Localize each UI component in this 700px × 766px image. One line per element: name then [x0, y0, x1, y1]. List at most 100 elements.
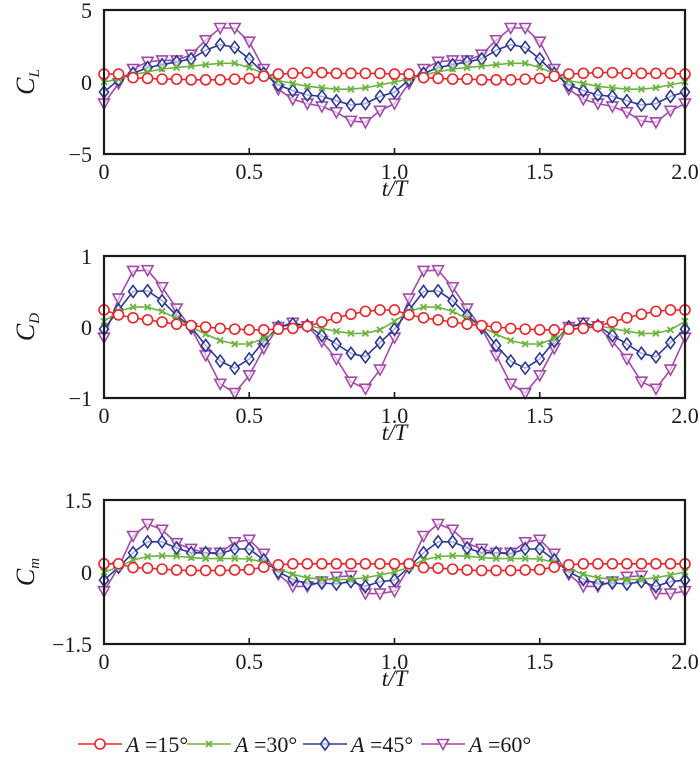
circle-marker — [635, 308, 648, 321]
x-tick-label: 0 — [99, 649, 110, 674]
x-marker — [390, 78, 399, 86]
x-marker — [231, 59, 239, 67]
circle-marker — [359, 305, 372, 318]
y-tick-label: −1 — [69, 386, 92, 411]
x-marker — [143, 553, 152, 561]
x-marker — [347, 575, 355, 583]
circle-marker — [301, 66, 314, 79]
x-marker — [158, 65, 166, 73]
y-tick-label: 0 — [81, 315, 92, 340]
triangle-marker — [198, 34, 213, 48]
circle-marker — [156, 563, 168, 575]
x-marker — [376, 326, 384, 334]
x-marker — [623, 576, 631, 584]
diamond-marker — [505, 37, 517, 52]
diamond-marker — [214, 353, 226, 369]
triangle-marker — [155, 281, 169, 295]
x-marker — [202, 61, 210, 69]
triangle-marker — [518, 387, 533, 401]
circle-marker — [359, 558, 372, 570]
x-tick-label: 1.5 — [526, 649, 554, 674]
y-axis-label: Cm — [11, 558, 43, 586]
circle-marker — [461, 564, 473, 576]
circle-marker — [316, 316, 328, 328]
diamond-marker — [635, 97, 647, 113]
diamond-marker — [650, 349, 662, 365]
legend-item: A =15° — [78, 732, 188, 757]
diamond-marker — [534, 51, 546, 67]
x-marker — [579, 79, 587, 88]
circle-marker — [490, 321, 502, 333]
diamond-marker — [243, 541, 255, 557]
diamond-marker — [171, 540, 183, 556]
diamond-marker — [606, 328, 618, 343]
circle-marker — [272, 323, 285, 335]
x-tick-label: 1.0 — [381, 159, 409, 184]
circle-marker — [388, 68, 401, 80]
x-marker — [376, 571, 384, 579]
triangle-marker — [242, 369, 257, 383]
diamond-marker — [316, 89, 328, 104]
triangle-marker — [634, 376, 649, 389]
circle-marker — [141, 562, 154, 574]
diamond-marker — [374, 335, 386, 350]
x-marker — [129, 303, 137, 311]
circle-marker — [548, 70, 561, 83]
y-tick-label: 1 — [81, 244, 92, 269]
circle-marker — [650, 67, 662, 80]
triangle-marker — [431, 518, 445, 532]
x-marker — [216, 554, 224, 563]
x-marker — [245, 340, 253, 348]
circle-marker — [185, 74, 197, 86]
x-marker — [303, 574, 311, 582]
circle-marker — [94, 738, 106, 750]
circle-marker — [228, 73, 241, 85]
diamond-marker — [142, 283, 154, 299]
x-marker — [623, 327, 631, 335]
panel-cd: 0 0.5 1.0 1.5 2.0 1 0 −1 t/T CD — [11, 244, 699, 445]
diamond-marker — [650, 579, 662, 594]
diamond-marker — [461, 540, 473, 556]
x-marker — [521, 59, 529, 67]
x-marker — [652, 84, 660, 92]
triangle-marker — [329, 353, 344, 367]
x-marker — [347, 329, 355, 338]
x-marker — [303, 82, 311, 90]
circle-marker — [257, 70, 270, 83]
y-tick-label: −5 — [69, 142, 92, 167]
circle-marker — [228, 564, 241, 576]
x-marker — [652, 574, 660, 582]
diamond-marker — [214, 37, 226, 52]
triangle-marker — [126, 265, 140, 279]
x-axis-label: t/T — [382, 176, 410, 201]
triangle-marker — [532, 36, 547, 49]
triangle-marker — [242, 534, 257, 548]
x-marker — [332, 327, 341, 335]
triangle-marker — [387, 98, 402, 111]
x-marker — [289, 570, 297, 579]
x-marker — [448, 65, 457, 73]
triangle-marker — [416, 265, 431, 279]
x-tick-label: 0.5 — [236, 649, 264, 674]
x-tick-label: 1.0 — [381, 403, 409, 428]
circle-marker — [287, 67, 299, 80]
circle-marker — [650, 305, 662, 318]
circle-marker — [112, 68, 125, 80]
circle-marker — [185, 319, 197, 332]
x-marker — [187, 553, 195, 562]
circle-marker — [403, 309, 415, 321]
circle-marker — [316, 66, 328, 79]
diamond-marker — [418, 284, 430, 299]
triangle-marker — [373, 105, 387, 118]
circle-marker — [127, 561, 139, 574]
x-marker — [289, 79, 297, 88]
x-marker — [448, 552, 457, 560]
legend-label: A =45° — [349, 732, 413, 757]
panel-cm: 0 0.5 1.0 1.5 2.0 1.5 0 −1.5 t/T Cm — [11, 488, 699, 691]
diamond-marker — [243, 51, 255, 67]
x-marker — [579, 570, 587, 579]
circle-marker — [504, 564, 517, 577]
circle-marker — [461, 73, 473, 85]
diamond-marker — [229, 360, 241, 376]
triangle-marker — [126, 530, 140, 544]
